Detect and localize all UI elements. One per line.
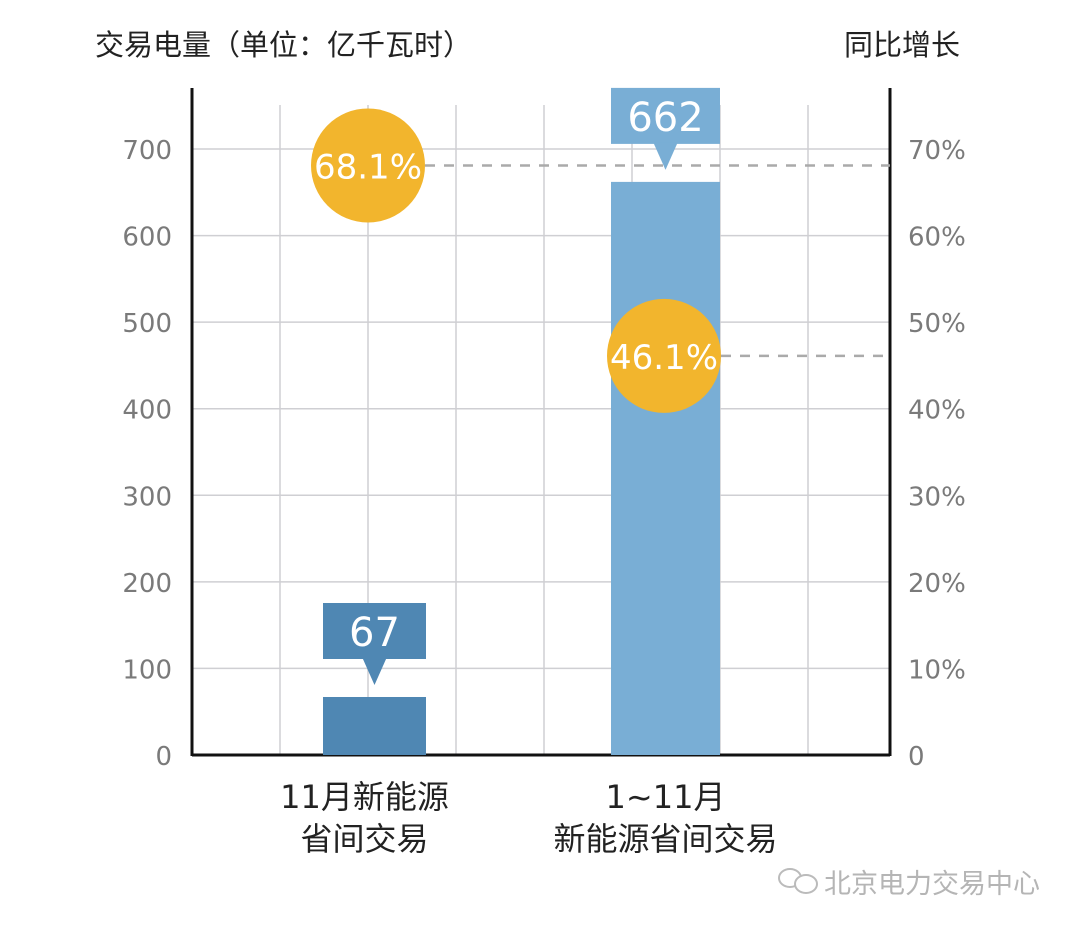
data-label: 662 (627, 95, 703, 141)
y2-tick-label: 60% (908, 223, 966, 253)
x-tick-label: 新能源省间交易 (553, 820, 777, 858)
growth-marker (607, 298, 721, 413)
y-tick-label: 200 (122, 569, 172, 599)
watermark-logo (778, 868, 818, 894)
x-tick-label: 11月新能源 (280, 778, 449, 816)
value-label-pointer (362, 657, 387, 685)
growth-label: 68.1% (314, 147, 422, 187)
y2-tick-label: 30% (908, 482, 966, 512)
y2-tick-label: 0 (908, 742, 925, 772)
y-tick-label: 100 (122, 655, 172, 685)
y2-axis-title: 同比增长 (844, 28, 960, 62)
y-tick-label: 700 (122, 136, 172, 166)
value-label-pointer (653, 142, 678, 170)
y2-tick-label: 10% (908, 655, 966, 685)
y2-tick-label: 70% (908, 136, 966, 166)
y-tick-label: 300 (122, 482, 172, 512)
wechat-icon (794, 874, 818, 894)
value-label-box (323, 602, 426, 659)
data-label: 67 (349, 610, 400, 656)
x-tick-label: 省间交易 (300, 820, 428, 858)
growth-label: 46.1% (610, 338, 718, 378)
bar (611, 181, 720, 755)
y-tick-label: 400 (122, 396, 172, 426)
value-label-box (611, 87, 720, 144)
y-tick-label: 600 (122, 223, 172, 253)
y-tick-label: 500 (122, 309, 172, 339)
growth-marker (311, 108, 425, 223)
x-tick-label: 1~11月 (606, 778, 726, 816)
watermark-text: 北京电力交易中心 (824, 869, 1040, 900)
y2-tick-label: 50% (908, 309, 966, 339)
bar (323, 696, 426, 755)
y-tick-label: 0 (155, 742, 172, 772)
y-axis-title: 交易电量（单位：亿千瓦时） (95, 28, 472, 62)
y2-tick-label: 40% (908, 396, 966, 426)
y2-tick-label: 20% (908, 569, 966, 599)
